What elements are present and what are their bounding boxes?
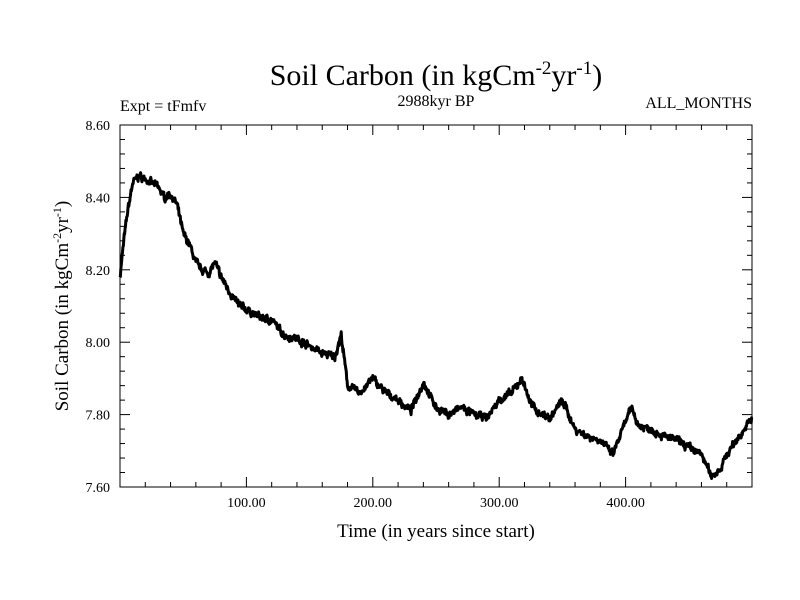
y-tick-label: 8.20 <box>86 264 111 279</box>
x-axis-label: Time (in years since start) <box>337 521 535 542</box>
x-tick-label: 400.00 <box>606 496 645 511</box>
experiment-label: Expt = tFmfv <box>120 98 206 115</box>
plot-frame <box>119 124 753 488</box>
x-tick-label: 100.00 <box>227 496 266 511</box>
chart-title: Soil Carbon (in kgCm-2yr-1) <box>270 58 603 92</box>
y-tick-label: 7.80 <box>86 409 111 424</box>
plot-area: 100.00 200.00 300.00 400.00 7.60 7.80 8.00 8.20… <box>86 119 754 511</box>
period-label: 2988kyr BP <box>398 93 475 110</box>
y-axis-label: Soil Carbon (in kgCm-2yr-1) <box>50 201 73 412</box>
x-tick-label: 300.00 <box>480 496 519 511</box>
y-tick-label: 7.60 <box>86 481 111 496</box>
series-line-soil-carbon <box>118 171 754 480</box>
x-tick-label: 200.00 <box>354 496 393 511</box>
y-tick-label: 8.00 <box>86 336 111 351</box>
y-tick-label: 8.40 <box>86 191 111 206</box>
y-tick-label: 8.60 <box>86 119 111 134</box>
months-label: ALL_MONTHS <box>645 95 752 112</box>
